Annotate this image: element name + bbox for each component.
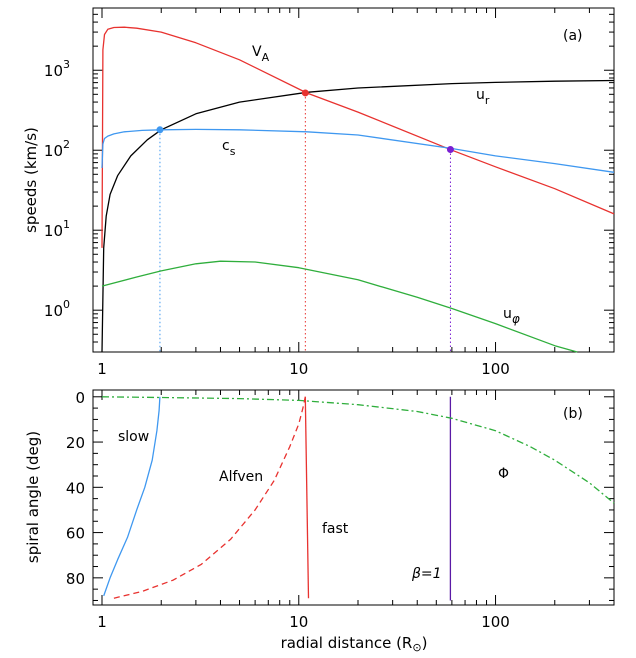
panel-b-series — [101, 396, 615, 601]
label-va: VA — [252, 44, 270, 64]
panel-b-x-ticks: 1 10 100 — [92, 390, 615, 631]
series-phi — [101, 396, 615, 504]
label-ur: ur — [476, 87, 490, 107]
label-phi: Φ — [498, 466, 509, 482]
panel-b-x-tick-label: 1 — [97, 613, 107, 631]
panel-a-y-tick-label: 100 — [44, 298, 70, 320]
panel-a-label: (a) — [563, 28, 583, 44]
panel-b-x-tick-label: 100 — [481, 613, 510, 631]
panel-a-x-tick-label: 100 — [481, 360, 510, 378]
panel-b-y-ticks: 0 20 40 60 80 — [66, 389, 614, 601]
label-uphi: uφ — [503, 306, 520, 326]
series-uphi — [101, 260, 578, 353]
panel-a-y-tick-label: 102 — [44, 138, 70, 160]
panel-a-guide-lines — [159, 92, 451, 352]
series-fast — [304, 396, 310, 599]
panel-b-label: (b) — [563, 406, 583, 422]
series-cs — [101, 128, 615, 173]
critical-point-alfven — [301, 89, 309, 97]
panel-b-y-tick-label: 0 — [75, 389, 85, 407]
panel-b-y-axis-title: spiral angle (deg) — [24, 431, 42, 563]
panel-a-y-tick-label: 103 — [44, 58, 70, 80]
panel-b-frame — [92, 389, 615, 606]
panel-a: 1 10 100 100 101 102 103 (a) speeds (km/s) VA… — [22, 7, 615, 378]
panel-a-x-ticks: 1 10 100 — [92, 8, 615, 378]
series-va — [101, 26, 615, 248]
panel-a-y-tick-label: 101 — [44, 218, 70, 240]
series-slow — [103, 396, 161, 597]
panel-a-y-axis-title: speeds (km/s) — [22, 127, 40, 233]
label-slow: slow — [118, 429, 149, 445]
label-alfven: Alfven — [219, 469, 263, 485]
series-ur — [101, 79, 615, 353]
panel-b-y-tick-label: 40 — [66, 479, 85, 497]
panel-a-critical-points — [156, 89, 454, 154]
panel-b-y-tick-label: 20 — [66, 434, 85, 452]
label-beta: β=1 — [411, 566, 442, 582]
panel-b-x-axis-title: radial distance (R⊙) — [281, 634, 428, 654]
series-alfven — [113, 396, 306, 599]
critical-point-slow — [156, 126, 164, 134]
panel-a-x-tick-label: 1 — [97, 360, 107, 378]
panel-a-frame — [92, 7, 615, 353]
panel-a-y-ticks: 100 101 102 103 — [44, 7, 614, 353]
panel-a-series — [101, 26, 615, 353]
label-cs: cs — [222, 138, 236, 158]
critical-point-beta1 — [446, 146, 454, 154]
panel-b-x-tick-label: 10 — [289, 613, 308, 631]
panel-b-y-tick-label: 60 — [66, 525, 85, 543]
panel-a-x-tick-label: 10 — [289, 360, 308, 378]
panel-b-y-tick-label: 80 — [66, 570, 85, 588]
label-fast: fast — [322, 521, 349, 537]
